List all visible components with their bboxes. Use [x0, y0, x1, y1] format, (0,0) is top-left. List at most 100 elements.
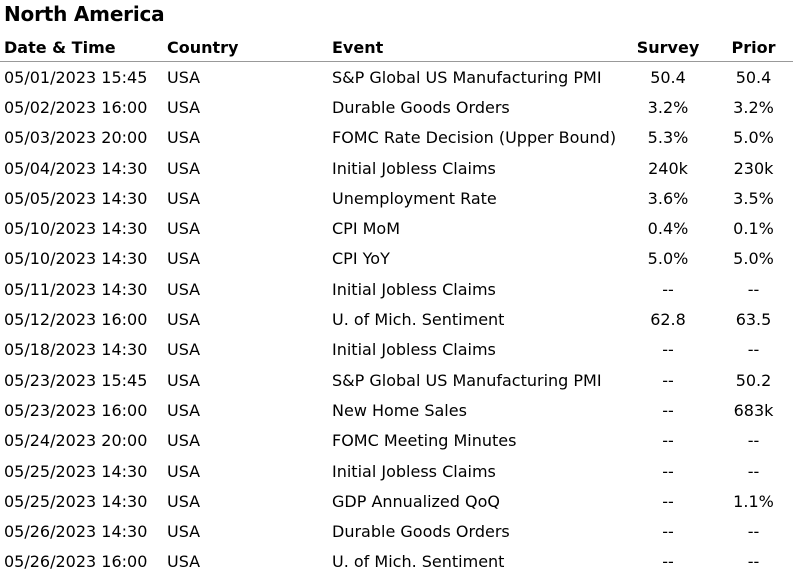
cell-event: U. of Mich. Sentiment	[332, 552, 505, 572]
cell-date: 05/10/2023 14:30	[4, 219, 148, 239]
cell-country: USA	[167, 552, 201, 572]
cell-prior: 683k	[733, 400, 774, 420]
table-row: 05/05/2023 14:30 USA Unemployment Rate 3.6%…	[0, 183, 793, 213]
cell-event: FOMC Meeting Minutes	[332, 431, 517, 451]
cell-country: USA	[167, 461, 201, 481]
cell-survey: --	[662, 279, 674, 299]
table-row: 05/10/2023 14:30 USA CPI MoM 0.4% 0.1%	[0, 213, 793, 243]
cell-survey: 50.4	[650, 67, 686, 87]
cell-event: GDP Annualized QoQ	[332, 491, 500, 511]
cell-country: USA	[167, 400, 201, 420]
table-row: 05/24/2023 20:00 USA FOMC Meeting Minutes -…	[0, 426, 793, 456]
cell-event: Initial Jobless Claims	[332, 461, 496, 481]
table-row: 05/02/2023 16:00 USA Durable Goods Orders 3…	[0, 92, 793, 122]
cell-event: Durable Goods Orders	[332, 97, 510, 117]
cell-country: USA	[167, 219, 201, 239]
table-row: 05/26/2023 16:00 USA U. of Mich. Sentiment…	[0, 547, 793, 577]
economic-calendar-table: Date & Time Country Event Survey Prior 0…	[0, 34, 793, 577]
cell-country: USA	[167, 522, 201, 542]
cell-date: 05/26/2023 14:30	[4, 522, 148, 542]
cell-date: 05/05/2023 14:30	[4, 188, 148, 208]
header-row: Date & Time Country Event Survey Prior	[0, 34, 793, 62]
cell-event: U. of Mich. Sentiment	[332, 310, 505, 330]
cell-event: Durable Goods Orders	[332, 522, 510, 542]
cell-event: New Home Sales	[332, 400, 467, 420]
cell-event: CPI MoM	[332, 219, 401, 239]
cell-event: CPI YoY	[332, 249, 390, 269]
cell-prior: 230k	[733, 158, 774, 178]
column-header-survey: Survey	[622, 34, 714, 62]
cell-prior: 3.2%	[733, 97, 774, 117]
cell-survey: --	[662, 400, 674, 420]
cell-survey: --	[662, 461, 674, 481]
table-row: 05/26/2023 14:30 USA Durable Goods Orders -…	[0, 516, 793, 546]
cell-survey: 5.0%	[647, 249, 689, 269]
cell-country: USA	[167, 97, 201, 117]
cell-survey: --	[662, 340, 674, 360]
cell-prior: --	[747, 431, 760, 451]
section-title: North America	[4, 2, 165, 26]
cell-date: 05/26/2023 16:00	[4, 552, 148, 572]
cell-prior: 5.0%	[733, 128, 774, 148]
cell-country: USA	[167, 370, 201, 390]
cell-survey: --	[662, 552, 674, 572]
cell-event: Initial Jobless Claims	[332, 279, 496, 299]
cell-survey: 240k	[648, 158, 688, 178]
cell-country: USA	[167, 128, 201, 148]
cell-country: USA	[167, 310, 201, 330]
cell-prior: --	[747, 522, 760, 542]
table-row: 05/04/2023 14:30 USA Initial Jobless Claim…	[0, 153, 793, 183]
table-row: 05/23/2023 16:00 USA New Home Sales -- 683k	[0, 395, 793, 425]
cell-survey: --	[662, 491, 674, 511]
cell-prior: 50.2	[735, 370, 772, 390]
table-row: 05/03/2023 20:00 USA FOMC Rate Decision (U…	[0, 123, 793, 153]
cell-date: 05/23/2023 15:45	[4, 370, 148, 390]
cell-prior: --	[747, 279, 760, 299]
cell-event: Initial Jobless Claims	[332, 158, 496, 178]
cell-date: 05/25/2023 14:30	[4, 461, 148, 481]
cell-prior: --	[747, 340, 760, 360]
table-row: 05/11/2023 14:30 USA Initial Jobless Claim…	[0, 274, 793, 304]
cell-country: USA	[167, 340, 201, 360]
cell-country: USA	[167, 431, 201, 451]
cell-prior: 0.1%	[733, 219, 774, 239]
cell-survey: 62.8	[650, 310, 686, 330]
cell-date: 05/02/2023 16:00	[4, 97, 148, 117]
cell-survey: 0.4%	[647, 219, 689, 239]
table-row: 05/10/2023 14:30 USA CPI YoY 5.0% 5.0%	[0, 244, 793, 274]
cell-survey: --	[662, 431, 674, 451]
cell-prior: 1.1%	[733, 491, 774, 511]
cell-survey: --	[662, 522, 674, 542]
cell-country: USA	[167, 279, 201, 299]
table-row: 05/25/2023 14:30 USA Initial Jobless Claim…	[0, 456, 793, 486]
column-header-prior: Prior	[714, 34, 793, 62]
column-header-event: Event	[332, 34, 622, 62]
cell-survey: 3.2%	[647, 97, 689, 117]
cell-survey: 5.3%	[647, 128, 689, 148]
cell-prior: 3.5%	[733, 188, 774, 208]
table-row: 05/12/2023 16:00 USA U. of Mich. Sentiment…	[0, 304, 793, 334]
cell-date: 05/12/2023 16:00	[4, 310, 148, 330]
cell-country: USA	[167, 158, 201, 178]
cell-date: 05/11/2023 14:30	[4, 279, 148, 299]
cell-date: 05/24/2023 20:00	[4, 431, 148, 451]
cell-country: USA	[167, 249, 201, 269]
table-row: 05/01/2023 15:45 USA S&P Global US Manufac…	[0, 62, 793, 93]
cell-prior: 50.4	[735, 67, 772, 87]
cell-event: S&P Global US Manufacturing PMI	[332, 67, 602, 87]
cell-date: 05/03/2023 20:00	[4, 128, 148, 148]
cell-prior: 5.0%	[733, 249, 774, 269]
column-header-country: Country	[167, 34, 332, 62]
column-header-date: Date & Time	[0, 34, 167, 62]
cell-date: 05/25/2023 14:30	[4, 491, 148, 511]
cell-prior: --	[747, 552, 760, 572]
cell-date: 05/10/2023 14:30	[4, 249, 148, 269]
cell-event: S&P Global US Manufacturing PMI	[332, 370, 602, 390]
cell-event: Unemployment Rate	[332, 188, 497, 208]
cell-prior: 63.5	[735, 310, 772, 330]
cell-survey: 3.6%	[647, 188, 689, 208]
cell-event: FOMC Rate Decision (Upper Bound)	[332, 128, 617, 148]
table-row: 05/25/2023 14:30 USA GDP Annualized QoQ -- 1…	[0, 486, 793, 516]
cell-survey: --	[662, 370, 674, 390]
cell-date: 05/23/2023 16:00	[4, 400, 148, 420]
